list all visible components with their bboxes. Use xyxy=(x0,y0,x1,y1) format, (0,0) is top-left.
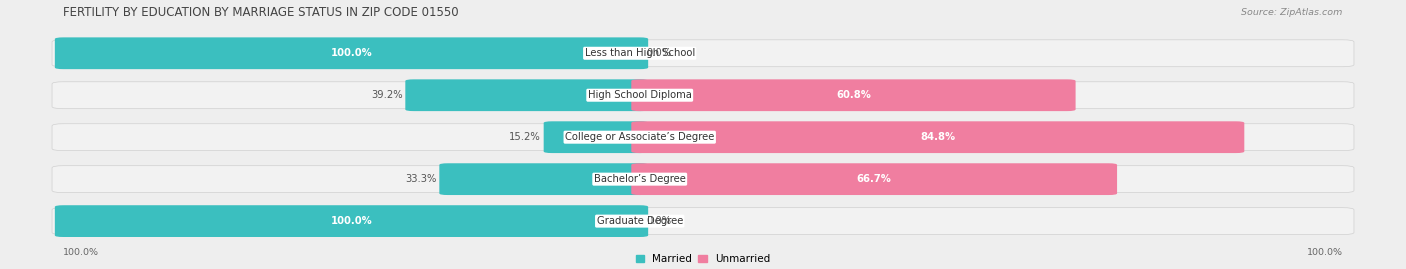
FancyBboxPatch shape xyxy=(631,79,1076,111)
FancyBboxPatch shape xyxy=(52,208,1354,235)
Text: Bachelor’s Degree: Bachelor’s Degree xyxy=(593,174,686,184)
Text: 60.8%: 60.8% xyxy=(837,90,870,100)
Text: 100.0%: 100.0% xyxy=(63,248,100,257)
Text: 0.0%: 0.0% xyxy=(647,48,672,58)
Text: 39.2%: 39.2% xyxy=(371,90,402,100)
Text: 100.0%: 100.0% xyxy=(330,216,373,226)
FancyBboxPatch shape xyxy=(405,79,648,111)
FancyBboxPatch shape xyxy=(631,121,1244,153)
FancyBboxPatch shape xyxy=(52,40,1354,67)
Text: Source: ZipAtlas.com: Source: ZipAtlas.com xyxy=(1241,8,1343,17)
Text: 33.3%: 33.3% xyxy=(405,174,436,184)
Text: High School Diploma: High School Diploma xyxy=(588,90,692,100)
Text: 84.8%: 84.8% xyxy=(921,132,955,142)
Text: Graduate Degree: Graduate Degree xyxy=(596,216,683,226)
Text: 0.0%: 0.0% xyxy=(647,216,672,226)
FancyBboxPatch shape xyxy=(544,121,648,153)
Text: FERTILITY BY EDUCATION BY MARRIAGE STATUS IN ZIP CODE 01550: FERTILITY BY EDUCATION BY MARRIAGE STATU… xyxy=(63,6,458,19)
FancyBboxPatch shape xyxy=(52,82,1354,109)
Text: 100.0%: 100.0% xyxy=(330,48,373,58)
Text: College or Associate’s Degree: College or Associate’s Degree xyxy=(565,132,714,142)
FancyBboxPatch shape xyxy=(52,124,1354,151)
FancyBboxPatch shape xyxy=(55,205,648,237)
FancyBboxPatch shape xyxy=(55,37,648,69)
FancyBboxPatch shape xyxy=(631,163,1118,195)
Legend: Married, Unmarried: Married, Unmarried xyxy=(636,254,770,264)
FancyBboxPatch shape xyxy=(52,166,1354,193)
Text: 66.7%: 66.7% xyxy=(856,174,891,184)
Text: Less than High School: Less than High School xyxy=(585,48,695,58)
Text: 100.0%: 100.0% xyxy=(1306,248,1343,257)
Text: 15.2%: 15.2% xyxy=(509,132,541,142)
FancyBboxPatch shape xyxy=(439,163,648,195)
